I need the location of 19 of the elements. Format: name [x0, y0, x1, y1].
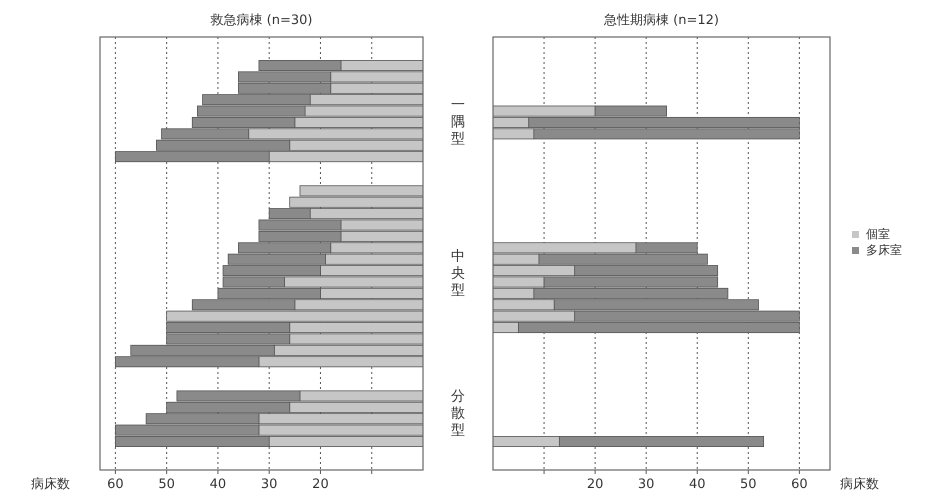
x-tick-label: 20	[586, 477, 604, 492]
text: 分散型	[451, 388, 465, 439]
legend-label: 個室	[866, 227, 890, 241]
x-tick-label: 20	[312, 477, 329, 492]
x-axis-title: 病床数	[840, 477, 879, 492]
legend-label: 多床室	[866, 243, 902, 257]
chart-title: 急性期病棟 (n=12)	[603, 13, 719, 28]
x-tick-label: 60	[107, 477, 124, 492]
chart-title: 救急病棟 (n=30)	[210, 13, 312, 28]
x-tick-label: 60	[791, 477, 808, 492]
text: 一隅型	[451, 97, 465, 148]
x-axis-title: 病床数	[31, 477, 70, 492]
x-tick-label: 30	[638, 477, 654, 492]
x-tick-label: 30	[260, 477, 278, 492]
x-tick-label: 50	[740, 477, 757, 492]
x-tick-label: 50	[158, 477, 175, 492]
x-tick-label: 40	[688, 477, 706, 492]
x-tick-label: 40	[210, 477, 226, 492]
text: 中央型	[451, 248, 465, 298]
